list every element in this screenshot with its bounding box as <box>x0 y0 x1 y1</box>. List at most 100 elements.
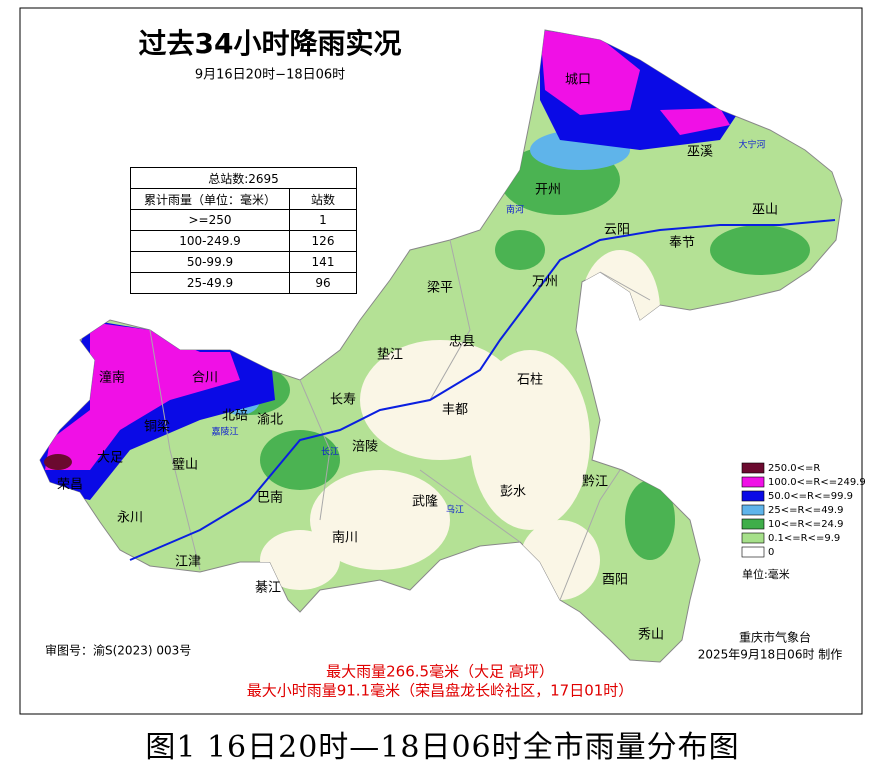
legend-label: 250.0<=R <box>768 463 820 474</box>
river-label: 乌江 <box>446 504 464 516</box>
place-label: 永川 <box>117 511 143 526</box>
moderate-rain <box>625 480 675 560</box>
table-cell: 141 <box>289 251 357 273</box>
place-label: 石柱 <box>517 373 543 388</box>
place-label: 荣昌 <box>57 478 83 493</box>
dry-area <box>310 470 450 570</box>
place-label: 合川 <box>192 371 218 386</box>
place-label: 大足 <box>97 451 123 466</box>
legend: 250.0<=R 100.0<=R<=249.9 50.0<=R<=99.9 25<=… <box>741 462 866 581</box>
table-cell: >=250 <box>130 209 290 231</box>
place-label: 万州 <box>532 275 558 290</box>
station-table: 总站数:2695 累计雨量（单位：毫米） 站数 >=250 1 100-249.9 126 5… <box>130 167 357 294</box>
county-border <box>599 271 651 301</box>
table-cell: 96 <box>289 272 357 294</box>
place-label: 彭水 <box>500 485 526 500</box>
place-label: 长寿 <box>330 393 356 408</box>
map-panel: 过去34小时降雨实况 9月16日20时−18日06时 审图号：渝S(2023) … <box>19 7 866 715</box>
dry-area <box>470 350 590 530</box>
river-label: 南河 <box>506 204 524 216</box>
approval: 审图号：渝S(2023) 003号 <box>45 643 191 658</box>
max-hourly: 最大小时雨量91.1毫米（荣昌盘龙长岭社区，17日01时） <box>247 682 634 700</box>
table-cell: 1 <box>289 209 357 231</box>
river-label: 嘉陵江 <box>211 426 238 438</box>
legend-swatch <box>741 504 765 516</box>
place-label: 巴南 <box>257 490 283 506</box>
place-label: 潼南 <box>99 370 125 386</box>
legend-swatch <box>741 462 765 474</box>
place-label: 涪陵 <box>352 440 378 455</box>
table-row: 总站数:2695 <box>130 167 357 189</box>
county-border <box>419 469 521 543</box>
table-cell: 站数 <box>289 188 357 210</box>
county-border <box>299 379 331 521</box>
legend-label: 100.0<=R<=249.9 <box>768 477 866 488</box>
place-label: 城口 <box>565 73 591 88</box>
place-label: 武隆 <box>412 495 438 510</box>
county-border <box>149 329 201 571</box>
place-label: 北碚 <box>222 409 248 424</box>
place-label: 酉阳 <box>602 573 628 588</box>
subtitle: 9月16日20时−18日06时 <box>195 68 345 83</box>
place-label: 奉节 <box>669 236 695 251</box>
table-row: 25-49.9 96 <box>130 272 357 294</box>
legend-swatch <box>741 518 765 530</box>
table-cell: 50-99.9 <box>130 251 290 273</box>
legend-label: 10<=R<=24.9 <box>768 519 843 530</box>
extreme-rain <box>44 454 72 470</box>
rain-areas <box>40 30 810 600</box>
legend-swatch <box>741 490 765 502</box>
caption: 图1 16日20时—18日06时全市雨量分布图 <box>145 730 740 765</box>
table-row: 50-99.9 141 <box>130 251 357 273</box>
table-cell: 总站数:2695 <box>130 167 357 189</box>
legend-label: 25<=R<=49.9 <box>768 505 843 516</box>
place-label: 忠县 <box>449 335 475 350</box>
table-row: 100-249.9 126 <box>130 230 357 252</box>
table-cell: 累计雨量（单位：毫米） <box>130 188 290 210</box>
table-cell: 126 <box>289 230 357 252</box>
legend-label: 0.1<=R<=9.9 <box>768 533 840 544</box>
issuer: 重庆市气象台 <box>739 630 811 645</box>
place-label: 丰都 <box>442 403 468 418</box>
moderate-rain <box>495 230 545 270</box>
moderate-rain <box>710 225 810 275</box>
title: 过去34小时降雨实况 <box>139 27 402 60</box>
place-label: 开州 <box>535 183 561 198</box>
legend-swatch <box>741 546 765 558</box>
max-rain: 最大雨量266.5毫米（大足 高坪） <box>326 663 554 681</box>
place-label: 垫江 <box>377 347 403 363</box>
place-label: 黔江 <box>582 475 608 490</box>
place-label: 巫山 <box>752 203 778 218</box>
table-row: >=250 1 <box>130 209 357 231</box>
place-label: 云阳 <box>604 223 630 238</box>
river-label: 大宁河 <box>738 139 765 151</box>
river-label: 长江 <box>321 446 339 458</box>
legend-unit: 单位:毫米 <box>742 567 790 581</box>
table-row: 累计雨量（单位：毫米） 站数 <box>130 188 357 210</box>
legend-swatch <box>741 476 765 488</box>
issue-time: 2025年9月18日06时 制作 <box>698 648 843 662</box>
place-label: 南川 <box>332 530 358 546</box>
river <box>129 219 836 561</box>
moderate-rain <box>260 430 340 490</box>
place-label: 铜梁 <box>144 420 170 435</box>
county-borders <box>149 239 651 601</box>
legend-label: 0 <box>768 547 774 558</box>
legend-label: 50.0<=R<=99.9 <box>768 491 853 502</box>
table-cell: 25-49.9 <box>130 272 290 294</box>
table-cell: 100-249.9 <box>130 230 290 252</box>
place-label: 秀山 <box>638 628 664 643</box>
legend-swatch <box>741 532 765 544</box>
place-label: 梁平 <box>427 281 453 296</box>
place-label: 渝北 <box>257 412 283 428</box>
county-border <box>429 239 471 401</box>
downpour-area <box>540 30 640 115</box>
dry-area <box>260 530 340 590</box>
place-label: 綦江 <box>255 581 281 596</box>
place-label: 江津 <box>175 555 201 570</box>
place-label: 璧山 <box>172 457 198 473</box>
county-border <box>559 469 621 601</box>
downpour-area <box>660 108 730 135</box>
